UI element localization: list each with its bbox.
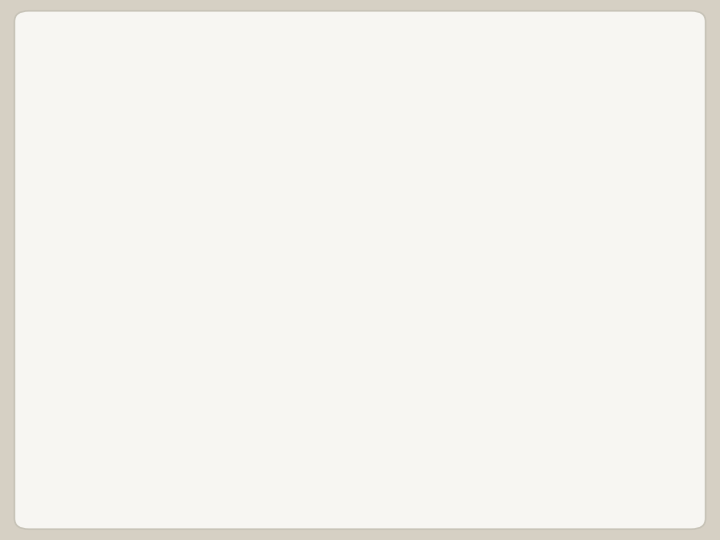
- Text: (a) Occurrence: (a) Occurrence: [72, 68, 258, 89]
- Text: www.jokangoye.com: www.jokangoye.com: [526, 497, 655, 510]
- Text: Sulphur (VI)oxide gas.: Sulphur (VI)oxide gas.: [40, 396, 284, 417]
- Text: asbestos to catalyse/speed up the combination to form: asbestos to catalyse/speed up the combin…: [40, 363, 636, 385]
- Text: 56: 56: [673, 497, 689, 510]
- Text: .The dry mixture is then passed through platinised: .The dry mixture is then passed through …: [40, 331, 594, 353]
- Text: nature/atmosphere: nature/atmosphere: [40, 131, 248, 152]
- Text: (b) Preparation: (b) Preparation: [40, 165, 232, 186]
- Text: Sulphur (VI)oxide is does not occur free in: Sulphur (VI)oxide is does not occur free…: [72, 100, 536, 122]
- Text: Catalytic oxidation  of sulphur(IV)oxide: Catalytic oxidation of sulphur(IV)oxide: [167, 201, 660, 222]
- Text: Method 1;: Method 1;: [49, 201, 161, 222]
- Text: Sulphur(IV)oxide gas and oxygen mixture are first dried: Sulphur(IV)oxide gas and oxygen mixture …: [40, 266, 654, 288]
- Text: (ii) Sulphur(VI)oxide: (ii) Sulphur(VI)oxide: [189, 26, 531, 55]
- Text: by being passed through Concentrated Sulphuric(VI)acid: by being passed through Concentrated Sul…: [40, 299, 666, 320]
- Text: .: .: [84, 233, 91, 255]
- Text: gas: gas: [40, 233, 82, 255]
